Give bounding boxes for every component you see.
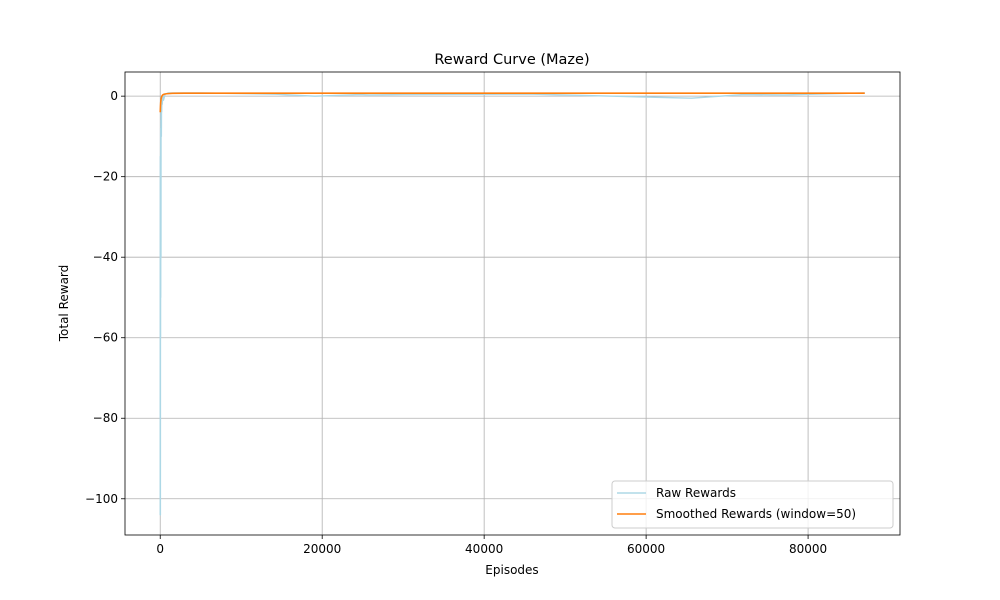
legend-label-raw: Raw Rewards [656,486,736,500]
x-tick-label: 80000 [789,542,827,556]
plot-frame [124,71,901,536]
y-tick-label: −100 [85,492,118,506]
smoothed-rewards-series [159,92,865,113]
x-tick-label: 0 [156,542,164,556]
y-axis-ticks: 0 −20 −40 −60 −80 −100 [85,89,125,506]
x-axis-ticks: 0 20000 40000 60000 80000 [156,535,827,556]
y-tick-label: −20 [93,170,118,184]
y-tick-label: −40 [93,250,118,264]
legend-label-smoothed: Smoothed Rewards (window=50) [656,507,856,521]
legend: Raw Rewards Smoothed Rewards (window=50) [611,480,894,529]
chart-title: Reward Curve (Maze) [434,52,589,68]
x-tick-label: 20000 [303,542,341,556]
x-tick-label: 40000 [465,542,503,556]
raw-rewards-line [159,92,865,516]
y-tick-label: −80 [93,411,118,425]
raw-rewards-series [159,92,865,516]
smoothed-rewards-line [159,92,865,113]
x-axis-label: Episodes [485,563,538,577]
y-axis-label: Total Reward [57,265,71,343]
y-tick-label: −60 [93,331,118,345]
x-tick-label: 60000 [627,542,665,556]
legend-box [611,480,894,529]
y-tick-label: 0 [110,89,118,103]
